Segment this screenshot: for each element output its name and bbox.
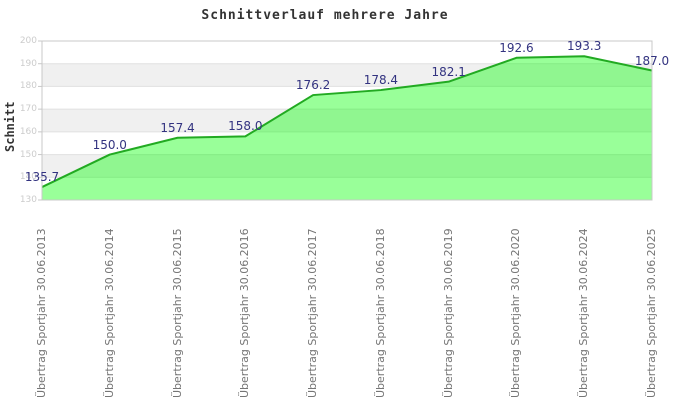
x-category-label: Übertrag Sportjahr 30.06.2018 — [373, 228, 387, 398]
y-tick-label: 140 — [19, 172, 37, 183]
y-tick-label: 160 — [19, 126, 37, 137]
plot-band-white — [42, 177, 652, 200]
y-tick-label: 190 — [19, 58, 37, 69]
plot-band-white — [42, 86, 652, 110]
chart-title: Schnittverlauf mehrere Jahre — [201, 8, 449, 23]
value-label: 176.2 — [295, 78, 331, 93]
area-series — [42, 56, 652, 201]
y-tick-label: 170 — [19, 104, 37, 115]
plot-band-gray — [42, 109, 652, 132]
x-category-label: Übertrag Sportjahr 30.06.2019 — [441, 228, 455, 398]
x-category-label: Übertrag Sportjahr 30.06.2015 — [170, 228, 184, 398]
value-label: 182.1 — [431, 64, 466, 79]
x-category-label: Übertrag Sportjahr 30.06.2014 — [102, 228, 116, 398]
value-label: 192.6 — [499, 40, 534, 55]
x-category-label: Übertrag Sportjahr 30.06.2016 — [238, 228, 252, 398]
series-line — [41, 55, 653, 188]
plot-band-gray — [42, 154, 652, 178]
value-label: 158.0 — [228, 119, 263, 134]
plot-band-gray — [42, 63, 652, 87]
value-label: 150.0 — [92, 137, 127, 152]
value-label: 135.7 — [24, 170, 60, 185]
y-tick-label: 200 — [19, 36, 37, 46]
x-category-label: Übertrag Sportjahr 30.06.2024 — [577, 228, 591, 398]
y-tick-label: 180 — [19, 81, 37, 92]
value-label: 157.4 — [160, 120, 195, 135]
x-category-label: Übertrag Sportjahr 30.06.2020 — [509, 228, 523, 398]
x-category-label: Übertrag Sportjahr 30.06.2025 — [645, 228, 658, 398]
plot-border — [41, 40, 653, 201]
value-label: 193.3 — [567, 39, 602, 54]
y-tick-label: 150 — [19, 149, 37, 160]
plot-band-white — [42, 41, 652, 64]
x-category-label: Übertrag Sportjahr 30.06.2013 — [35, 228, 48, 398]
x-category-label: Übertrag Sportjahr 30.06.2017 — [306, 228, 320, 398]
value-label: 187.0 — [634, 53, 670, 68]
value-label: 178.4 — [363, 73, 399, 88]
y-tick-label: 130 — [19, 195, 37, 205]
